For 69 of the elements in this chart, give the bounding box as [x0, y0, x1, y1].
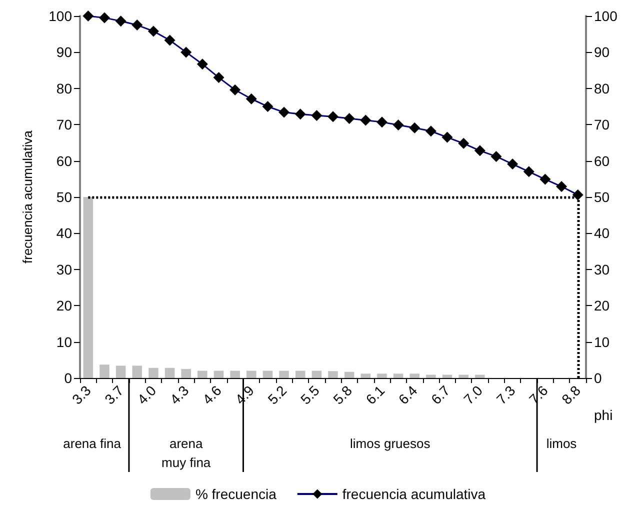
y-axis-title: frecuencia acumulativa [20, 130, 35, 264]
x-tick-label: 6.4 [395, 382, 420, 408]
x-tick-label: 5.5 [297, 382, 322, 408]
y2-tick-label: 10 [594, 334, 610, 350]
bar [475, 374, 485, 378]
bar [360, 374, 371, 378]
y-tick-label: 90 [56, 44, 72, 60]
y2-tick-label: 20 [594, 298, 610, 314]
y2-tick-label: 70 [594, 116, 610, 133]
bar [132, 366, 142, 378]
y-tick-label: 70 [56, 116, 72, 133]
bar [181, 368, 191, 378]
bar [458, 374, 468, 378]
y-tick-label: 100 [48, 8, 72, 24]
bar [164, 368, 175, 378]
bar [83, 197, 94, 378]
x-tick-label: 6.1 [362, 382, 388, 408]
bar [214, 370, 224, 378]
bar [279, 370, 289, 378]
bar [328, 371, 338, 378]
y-tick-label: 20 [56, 298, 72, 314]
text: arena muy fina [162, 436, 212, 470]
bar [262, 370, 273, 378]
bar [426, 374, 436, 378]
x-tick-label: 5.8 [330, 382, 356, 408]
text: limos [546, 436, 578, 451]
x-tick-label: 6.7 [428, 382, 454, 408]
x-tick-label: 8.8 [558, 382, 584, 408]
y-tick-label: 40 [56, 225, 72, 242]
bar [230, 370, 240, 378]
bar [246, 370, 256, 378]
y-tick-label: 50 [56, 189, 72, 205]
y2-tick-label: 40 [594, 225, 610, 242]
y-tick-label: 10 [56, 334, 72, 350]
text: arena fina [63, 436, 122, 451]
text: limos gruesos [350, 436, 431, 451]
bar [393, 374, 404, 378]
bar [377, 374, 387, 378]
x-tick-label: 4.6 [199, 382, 225, 408]
x-tick-label: 4.0 [134, 382, 160, 408]
bar [295, 370, 306, 378]
y2-tick-label: 100 [594, 8, 618, 24]
bar [312, 370, 322, 378]
y2-tick-label: 80 [594, 80, 610, 96]
bar [198, 370, 208, 378]
bar [148, 368, 158, 378]
legend-label: frecuencia acumulativa [342, 486, 486, 502]
y2-tick-label: 90 [594, 44, 610, 60]
y-tick-label: 60 [56, 152, 72, 169]
x-tick-label: 7.6 [526, 382, 551, 408]
bar [116, 366, 126, 378]
y-tick-label: 30 [56, 261, 72, 278]
bar [344, 372, 354, 378]
bar [410, 374, 420, 378]
x-tick-label: 7.3 [493, 382, 518, 408]
legend-label: % frecuencia [195, 486, 277, 502]
x-tick-label: 4.9 [232, 382, 258, 408]
x-tick-label: 4.3 [166, 382, 192, 408]
y2-tick-label: 60 [594, 152, 610, 169]
y2-tick-label: 0 [594, 370, 602, 386]
x-tick-label: 3.7 [101, 382, 127, 408]
y2-tick-label: 50 [594, 189, 610, 205]
y-tick-label: 80 [56, 80, 72, 96]
x-tick-label: 7.0 [460, 382, 486, 408]
y2-tick-label: 30 [594, 261, 610, 278]
x-tick-label: 5.2 [264, 382, 290, 408]
bar [442, 374, 452, 378]
x-axis-title: phi [594, 407, 613, 423]
bar [100, 364, 110, 378]
